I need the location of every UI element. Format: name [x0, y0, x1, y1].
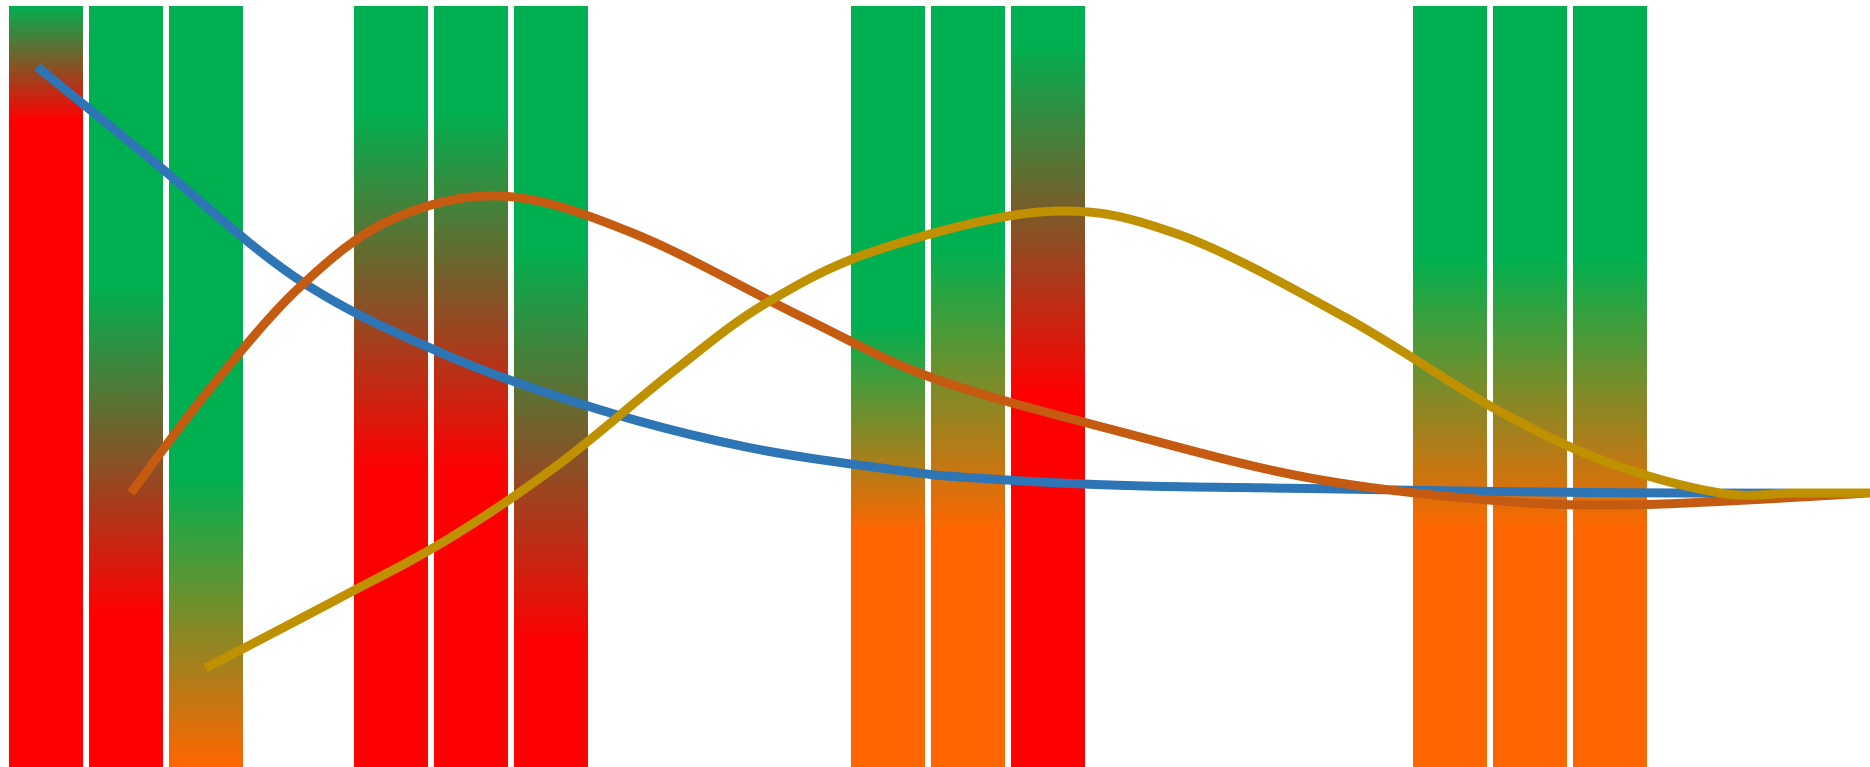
bar-group-4-bar-2 [1493, 6, 1567, 767]
series-line-2 [127, 191, 1870, 510]
bar-group-1-bar-1 [9, 6, 83, 767]
bar-group-3-bar-3 [1011, 6, 1085, 767]
curve-layer [34, 63, 1870, 673]
bar-group-2-bar-1 [354, 6, 428, 767]
bar-group-3-bar-1 [851, 6, 925, 767]
bar-group-4-bar-3 [1573, 6, 1647, 767]
bar-group-2-bar-2 [434, 6, 508, 767]
series-line-3 [203, 206, 1870, 673]
series-line-1 [34, 63, 1870, 498]
bar-layer [9, 6, 1647, 767]
bar-group-1-bar-3 [169, 6, 243, 767]
bar-group-1-bar-2 [89, 6, 163, 767]
